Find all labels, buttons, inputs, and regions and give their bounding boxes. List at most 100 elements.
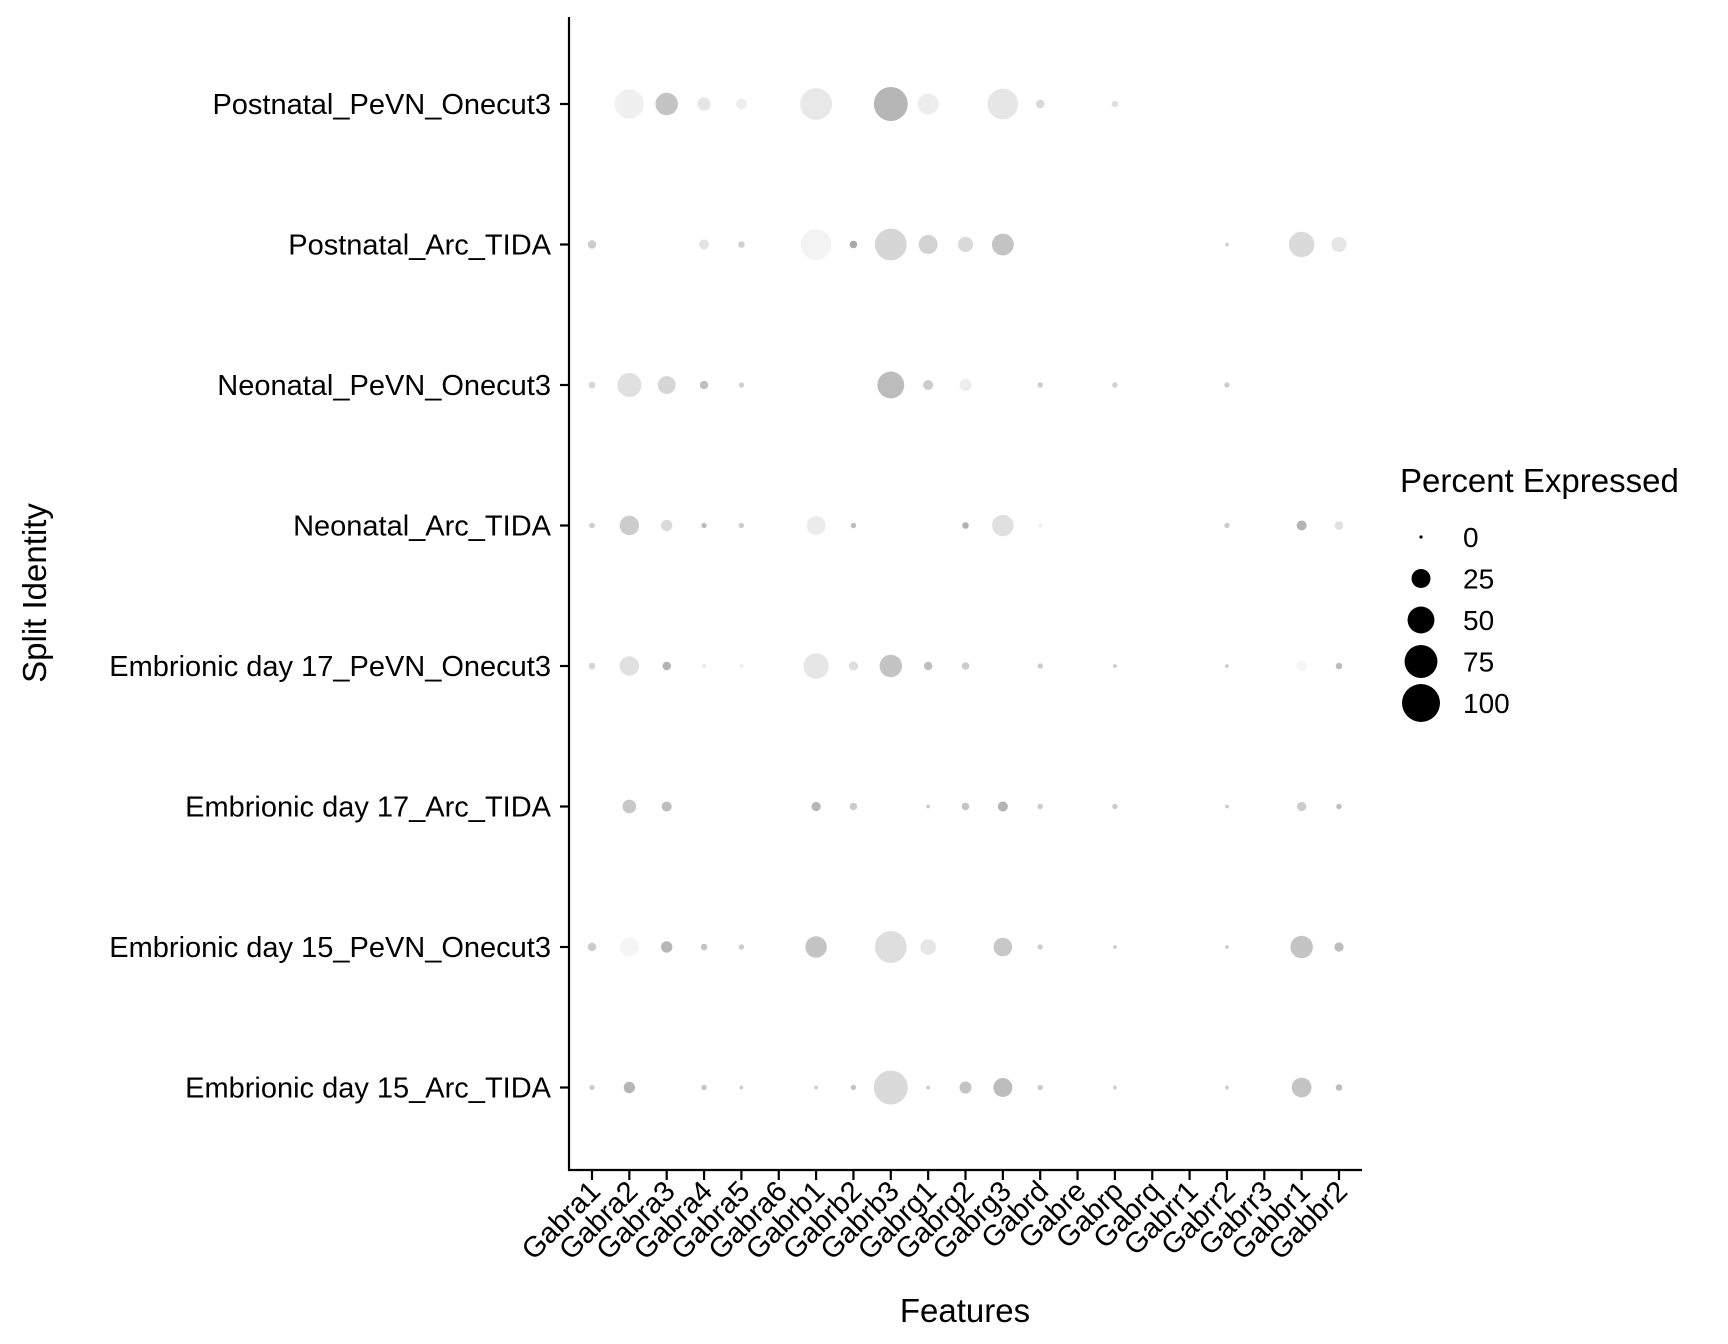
expression-dot <box>800 229 832 260</box>
expression-dot <box>874 228 907 261</box>
expression-dot <box>873 1070 908 1105</box>
expression-dot <box>661 519 673 532</box>
expression-dot <box>814 1085 818 1090</box>
expression-dot <box>661 941 673 953</box>
expression-dot <box>588 381 596 389</box>
legend-title: Percent Expressed <box>1400 462 1679 499</box>
legend-swatch <box>1411 569 1431 588</box>
expression-dot <box>1334 521 1344 530</box>
expression-dot <box>800 88 832 120</box>
expression-dot <box>961 662 970 670</box>
expression-dot <box>700 943 708 951</box>
y-tick-label: Embrionic day 15_PeVN_Onecut3 <box>109 932 551 964</box>
y-axis-title: Split Identity <box>16 503 53 683</box>
y-tick-label: Embrionic day 15_Arc_TIDA <box>185 1073 552 1105</box>
expression-dot <box>1112 382 1118 388</box>
expression-dot <box>1111 100 1119 108</box>
expression-dot <box>1113 1085 1117 1090</box>
legend-label: 100 <box>1463 688 1510 719</box>
legend-label: 25 <box>1463 564 1494 595</box>
expression-dot <box>848 661 859 671</box>
expression-dot <box>736 98 747 110</box>
expression-dot <box>917 93 939 115</box>
expression-dot <box>850 522 857 529</box>
expression-dot <box>614 89 645 119</box>
expression-dot <box>622 799 637 814</box>
expression-dot <box>920 939 936 955</box>
expression-dot <box>962 522 969 529</box>
expression-dot <box>1112 803 1118 810</box>
expression-dot <box>1225 1085 1229 1090</box>
y-tick-label: Embrionic day 17_PeVN_Onecut3 <box>109 651 551 683</box>
expression-dot <box>1224 382 1230 388</box>
y-tick-label: Embrionic day 17_Arc_TIDA <box>185 792 552 824</box>
expression-dot <box>1038 523 1043 528</box>
expression-dot <box>923 661 933 671</box>
expression-dot <box>1225 242 1229 247</box>
x-axis-title: Features <box>900 1292 1030 1329</box>
expression-dot <box>1037 803 1043 810</box>
expression-dot <box>587 942 597 952</box>
expression-dot <box>849 240 858 249</box>
expression-dot <box>1335 662 1343 670</box>
expression-dot <box>923 379 934 391</box>
expression-dot <box>877 371 905 399</box>
expression-dot <box>926 1085 931 1090</box>
expression-dot <box>1296 520 1307 531</box>
expression-dot <box>805 936 827 958</box>
expression-dot <box>699 380 709 390</box>
expression-dot <box>697 97 711 111</box>
legend-label: 0 <box>1463 522 1479 553</box>
expression-dot <box>993 937 1013 957</box>
expression-dot <box>959 378 972 392</box>
expression-dot <box>619 937 639 957</box>
expression-dot <box>1334 942 1344 952</box>
expression-dot <box>589 522 595 529</box>
expression-dot <box>997 801 1008 812</box>
expression-dot <box>1225 664 1229 668</box>
legend: Percent Expressed 0 25 50 75 100 <box>1400 462 1679 722</box>
expression-dot <box>701 522 707 529</box>
expression-dot <box>587 240 597 249</box>
expression-dot <box>1296 660 1308 672</box>
y-tick-label: Neonatal_PeVN_Onecut3 <box>217 370 551 402</box>
expression-dot <box>957 236 974 253</box>
y-tick-label: Postnatal_Arc_TIDA <box>288 230 551 262</box>
expression-dot <box>1035 99 1045 109</box>
expression-dot <box>738 944 745 950</box>
y-axis-ticks <box>560 102 569 1089</box>
expression-dot <box>961 802 970 811</box>
expression-dot <box>1113 664 1117 668</box>
expression-dot <box>619 515 640 536</box>
expression-dot <box>702 664 706 668</box>
y-tick-label: Postnatal_PeVN_Onecut3 <box>212 89 551 121</box>
expression-dot <box>589 1084 595 1091</box>
expression-dot <box>987 88 1019 120</box>
expression-dot <box>849 802 858 811</box>
expression-dot <box>879 654 903 678</box>
expression-dot <box>588 662 596 670</box>
expression-dot <box>617 372 642 398</box>
expression-dot <box>623 1081 636 1094</box>
legend-swatch <box>1407 606 1435 634</box>
legend-swatch <box>1419 535 1423 539</box>
expression-dot <box>993 1078 1013 1097</box>
expression-dot <box>1297 801 1307 812</box>
expression-dot <box>701 1084 707 1091</box>
expression-dot <box>1224 522 1230 529</box>
expression-dot <box>992 514 1014 537</box>
expression-dot <box>991 233 1014 256</box>
expression-dot <box>1288 231 1315 258</box>
expression-dot <box>873 87 908 121</box>
expression-dot <box>739 664 744 668</box>
expression-dot <box>655 92 678 116</box>
legend-swatch <box>1402 684 1440 722</box>
expression-dot <box>1225 945 1229 949</box>
expression-dot <box>661 801 672 812</box>
expression-dot <box>874 931 907 963</box>
expression-dot <box>959 1081 972 1094</box>
expression-dot <box>1037 382 1043 388</box>
expression-dot <box>811 801 821 812</box>
expression-dot <box>1037 944 1043 950</box>
